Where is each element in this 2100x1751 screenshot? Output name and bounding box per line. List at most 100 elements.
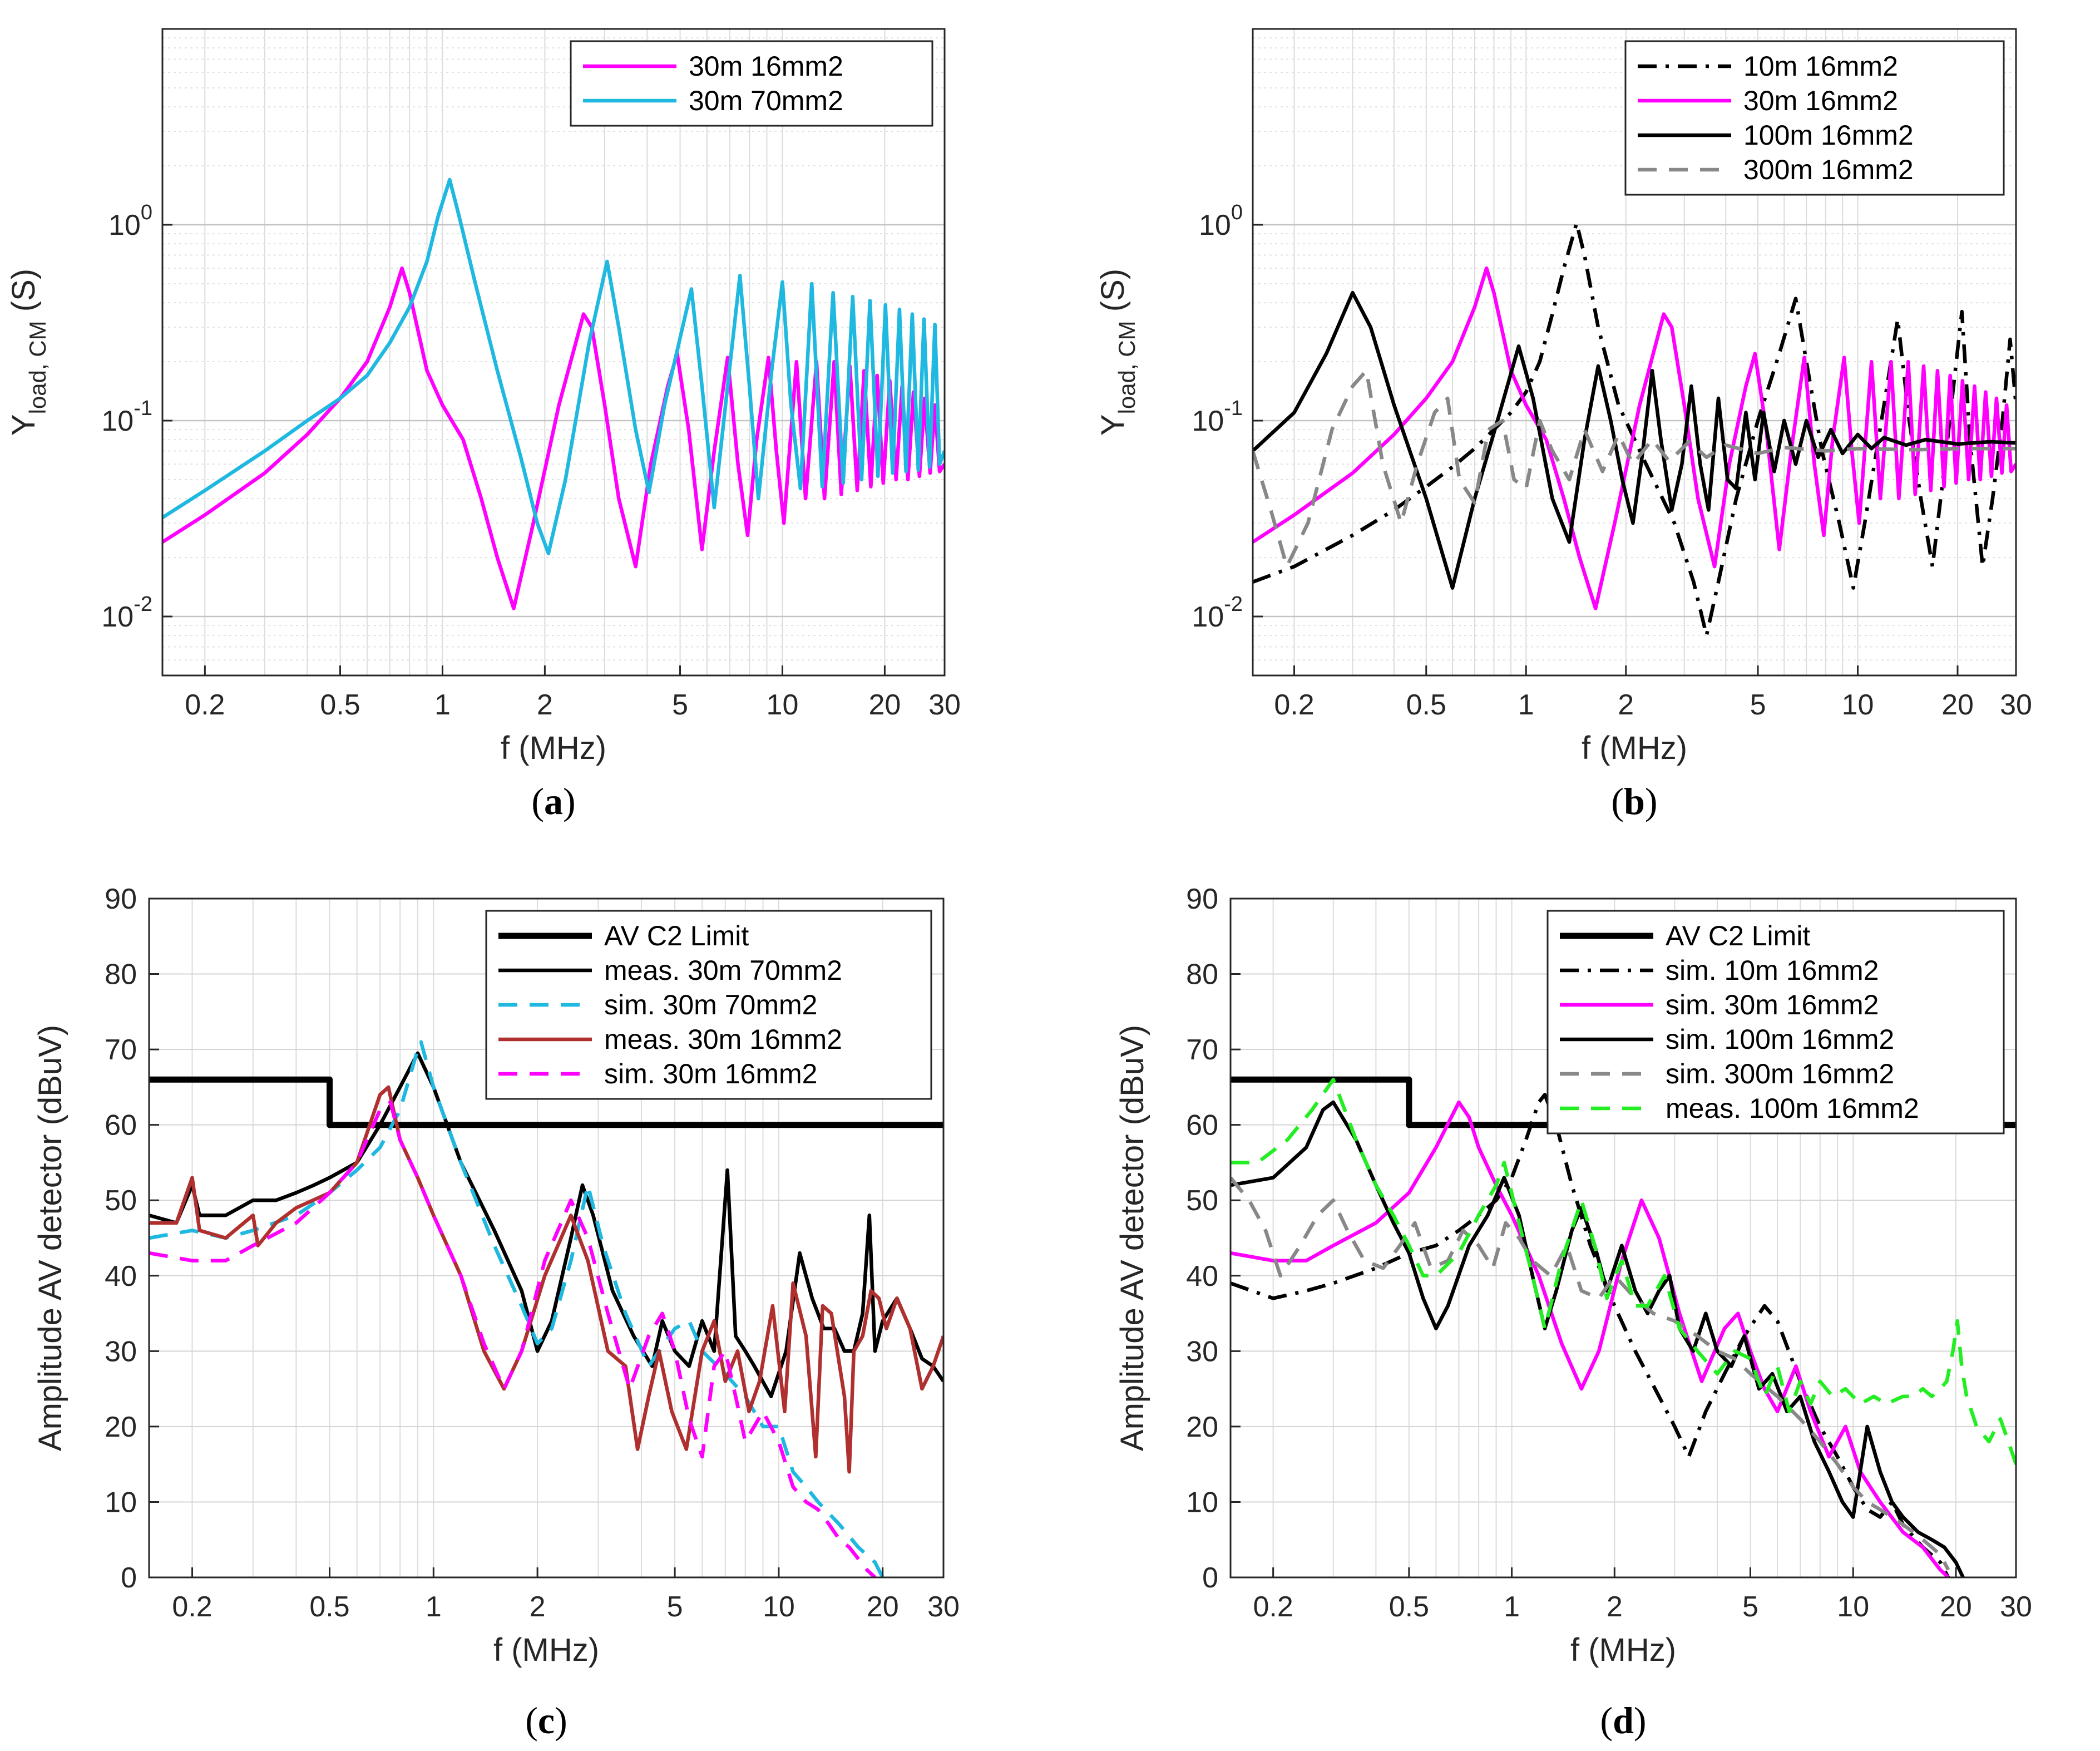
series-line-6 — [1231, 1078, 2016, 1465]
legend-label: 300m 16mm2 — [1743, 154, 1914, 185]
legend-label: sim. 10m 16mm2 — [1666, 955, 1879, 986]
x-tick-label: 0.5 — [320, 689, 360, 721]
legend-label: AV C2 Limit — [604, 920, 749, 951]
x-tick-label: 1 — [426, 1591, 442, 1623]
y-tick-label: 80 — [1186, 959, 1218, 991]
legend-label: 100m 16mm2 — [1743, 120, 1914, 151]
axes-box — [161, 28, 946, 677]
x-tick-label: 1 — [1518, 689, 1534, 721]
y-axis-label: Amplitude AV detector (dBuV) — [32, 1025, 68, 1451]
axes-box — [1229, 897, 2017, 1579]
series-line-4 — [1253, 368, 2016, 569]
legend-label: 30m 70mm2 — [689, 85, 843, 116]
y-tick-label: 40 — [1186, 1260, 1218, 1293]
panel-caption: (d) — [1600, 1699, 1646, 1742]
x-tick-label: 0.5 — [1389, 1591, 1429, 1623]
y-tick-label: 0 — [121, 1562, 137, 1594]
chart-panel-d: 0.2 0.5 1 2 5 10 20 30 0 10 20 30 40 50 60 70 80 90 f (MHz… — [1114, 883, 2032, 1742]
x-tick-label: 0.5 — [309, 1591, 349, 1623]
y-tick-label: 70 — [1186, 1034, 1218, 1066]
y-tick-label: 100 — [1199, 201, 1243, 241]
x-tick-label: 5 — [1742, 1591, 1758, 1623]
axes-box — [148, 897, 945, 1579]
y-tick-label: 10-1 — [101, 397, 152, 437]
x-tick-label: 1 — [1504, 1591, 1520, 1623]
y-tick-label: 80 — [105, 959, 137, 991]
legend-label: meas. 100m 16mm2 — [1666, 1093, 1919, 1124]
legend-box — [1546, 910, 2005, 1135]
series-line-3 — [1231, 1100, 1950, 1577]
x-tick-label: 30 — [928, 689, 961, 721]
panel-caption: (a) — [531, 780, 575, 822]
y-tick-label: 10-1 — [1192, 397, 1243, 437]
series-line-2 — [162, 177, 945, 555]
series-line-2 — [149, 1051, 943, 1398]
x-tick-label: 2 — [1607, 1591, 1623, 1623]
y-tick-label: 40 — [105, 1260, 137, 1293]
y-tick-label: 10-2 — [101, 593, 152, 633]
legend-label: sim. 30m 70mm2 — [604, 989, 817, 1020]
legend-label: meas. 30m 16mm2 — [604, 1024, 842, 1055]
x-tick-label: 2 — [1618, 689, 1634, 721]
chart-panel-a: 0.2 0.5 1 2 5 10 20 30 10-2 10-1 100 f (MHz) Yload, … — [6, 28, 961, 822]
series-group — [1231, 1076, 2016, 1577]
y-tick-label: 100 — [108, 201, 152, 241]
legend-label: 30m 16mm2 — [1743, 85, 1898, 116]
y-tick-label: 50 — [105, 1185, 137, 1217]
x-tick-label: 20 — [868, 689, 901, 721]
x-tick-label: 30 — [2000, 1591, 2032, 1623]
y-tick-label: 60 — [105, 1109, 137, 1142]
series-line-4 — [1231, 1100, 1965, 1577]
series-line-5 — [149, 1100, 877, 1577]
y-axis-label: Yload, CM (S) — [6, 269, 51, 436]
y-axis-label: Yload, CM (S) — [1095, 269, 1140, 436]
y-tick-label: 50 — [1186, 1185, 1218, 1217]
legend-label: meas. 30m 70mm2 — [604, 955, 842, 986]
y-tick-label: 10 — [1186, 1486, 1218, 1518]
y-tick-label: 0 — [1202, 1562, 1218, 1594]
legend-label: sim. 100m 16mm2 — [1666, 1024, 1894, 1055]
x-tick-label: 5 — [672, 689, 688, 721]
legend-label: 10m 16mm2 — [1743, 51, 1898, 82]
series-line-5 — [1231, 1176, 1950, 1571]
x-axis-label: f (MHz) — [501, 730, 606, 766]
x-tick-label: 20 — [867, 1591, 899, 1623]
panel-caption: (b) — [1611, 780, 1657, 822]
panel-caption: (c) — [525, 1699, 567, 1742]
x-tick-label: 0.5 — [1406, 689, 1446, 721]
x-tick-label: 0.2 — [185, 689, 225, 721]
series-line-3 — [1253, 290, 2016, 590]
x-tick-label: 0.2 — [172, 1591, 212, 1623]
series-group — [149, 1040, 943, 1577]
chart-panel-c: 0.2 0.5 1 2 5 10 20 30 0 10 20 30 40 50 60 70 80 90 f (MHz… — [32, 883, 960, 1742]
series-line-1 — [149, 1076, 943, 1128]
legend-label: sim. 300m 16mm2 — [1666, 1058, 1894, 1089]
series-line-2 — [1253, 266, 2016, 610]
x-tick-label: 2 — [530, 1591, 546, 1623]
x-tick-label: 1 — [434, 689, 451, 721]
y-tick-label: 20 — [1186, 1411, 1218, 1443]
y-tick-label: 20 — [105, 1411, 137, 1443]
series-group — [162, 177, 945, 610]
legend-box — [485, 910, 932, 1100]
x-tick-label: 2 — [537, 689, 553, 721]
legend-label: 30m 16mm2 — [689, 51, 843, 82]
y-tick-label: 10-2 — [1192, 593, 1243, 633]
x-tick-label: 5 — [1750, 689, 1766, 721]
legend-label: sim. 30m 16mm2 — [604, 1058, 817, 1089]
x-tick-label: 0.2 — [1274, 689, 1314, 721]
x-tick-label: 10 — [763, 1591, 795, 1623]
y-tick-label: 30 — [1186, 1335, 1218, 1368]
legend-label: sim. 30m 16mm2 — [1666, 989, 1879, 1020]
chart-panel-b: 0.2 0.5 1 2 5 10 20 30 10-2 10-1 100 f (MHz) Yload, … — [1095, 28, 2032, 822]
x-axis-label: f (MHz) — [493, 1632, 599, 1668]
legend-box — [570, 40, 933, 127]
y-tick-label: 60 — [1186, 1109, 1218, 1142]
x-tick-label: 5 — [667, 1591, 683, 1623]
x-tick-label: 30 — [927, 1591, 960, 1623]
y-tick-label: 10 — [105, 1486, 137, 1518]
y-tick-label: 90 — [105, 883, 137, 915]
x-axis-label: f (MHz) — [1570, 1632, 1676, 1668]
